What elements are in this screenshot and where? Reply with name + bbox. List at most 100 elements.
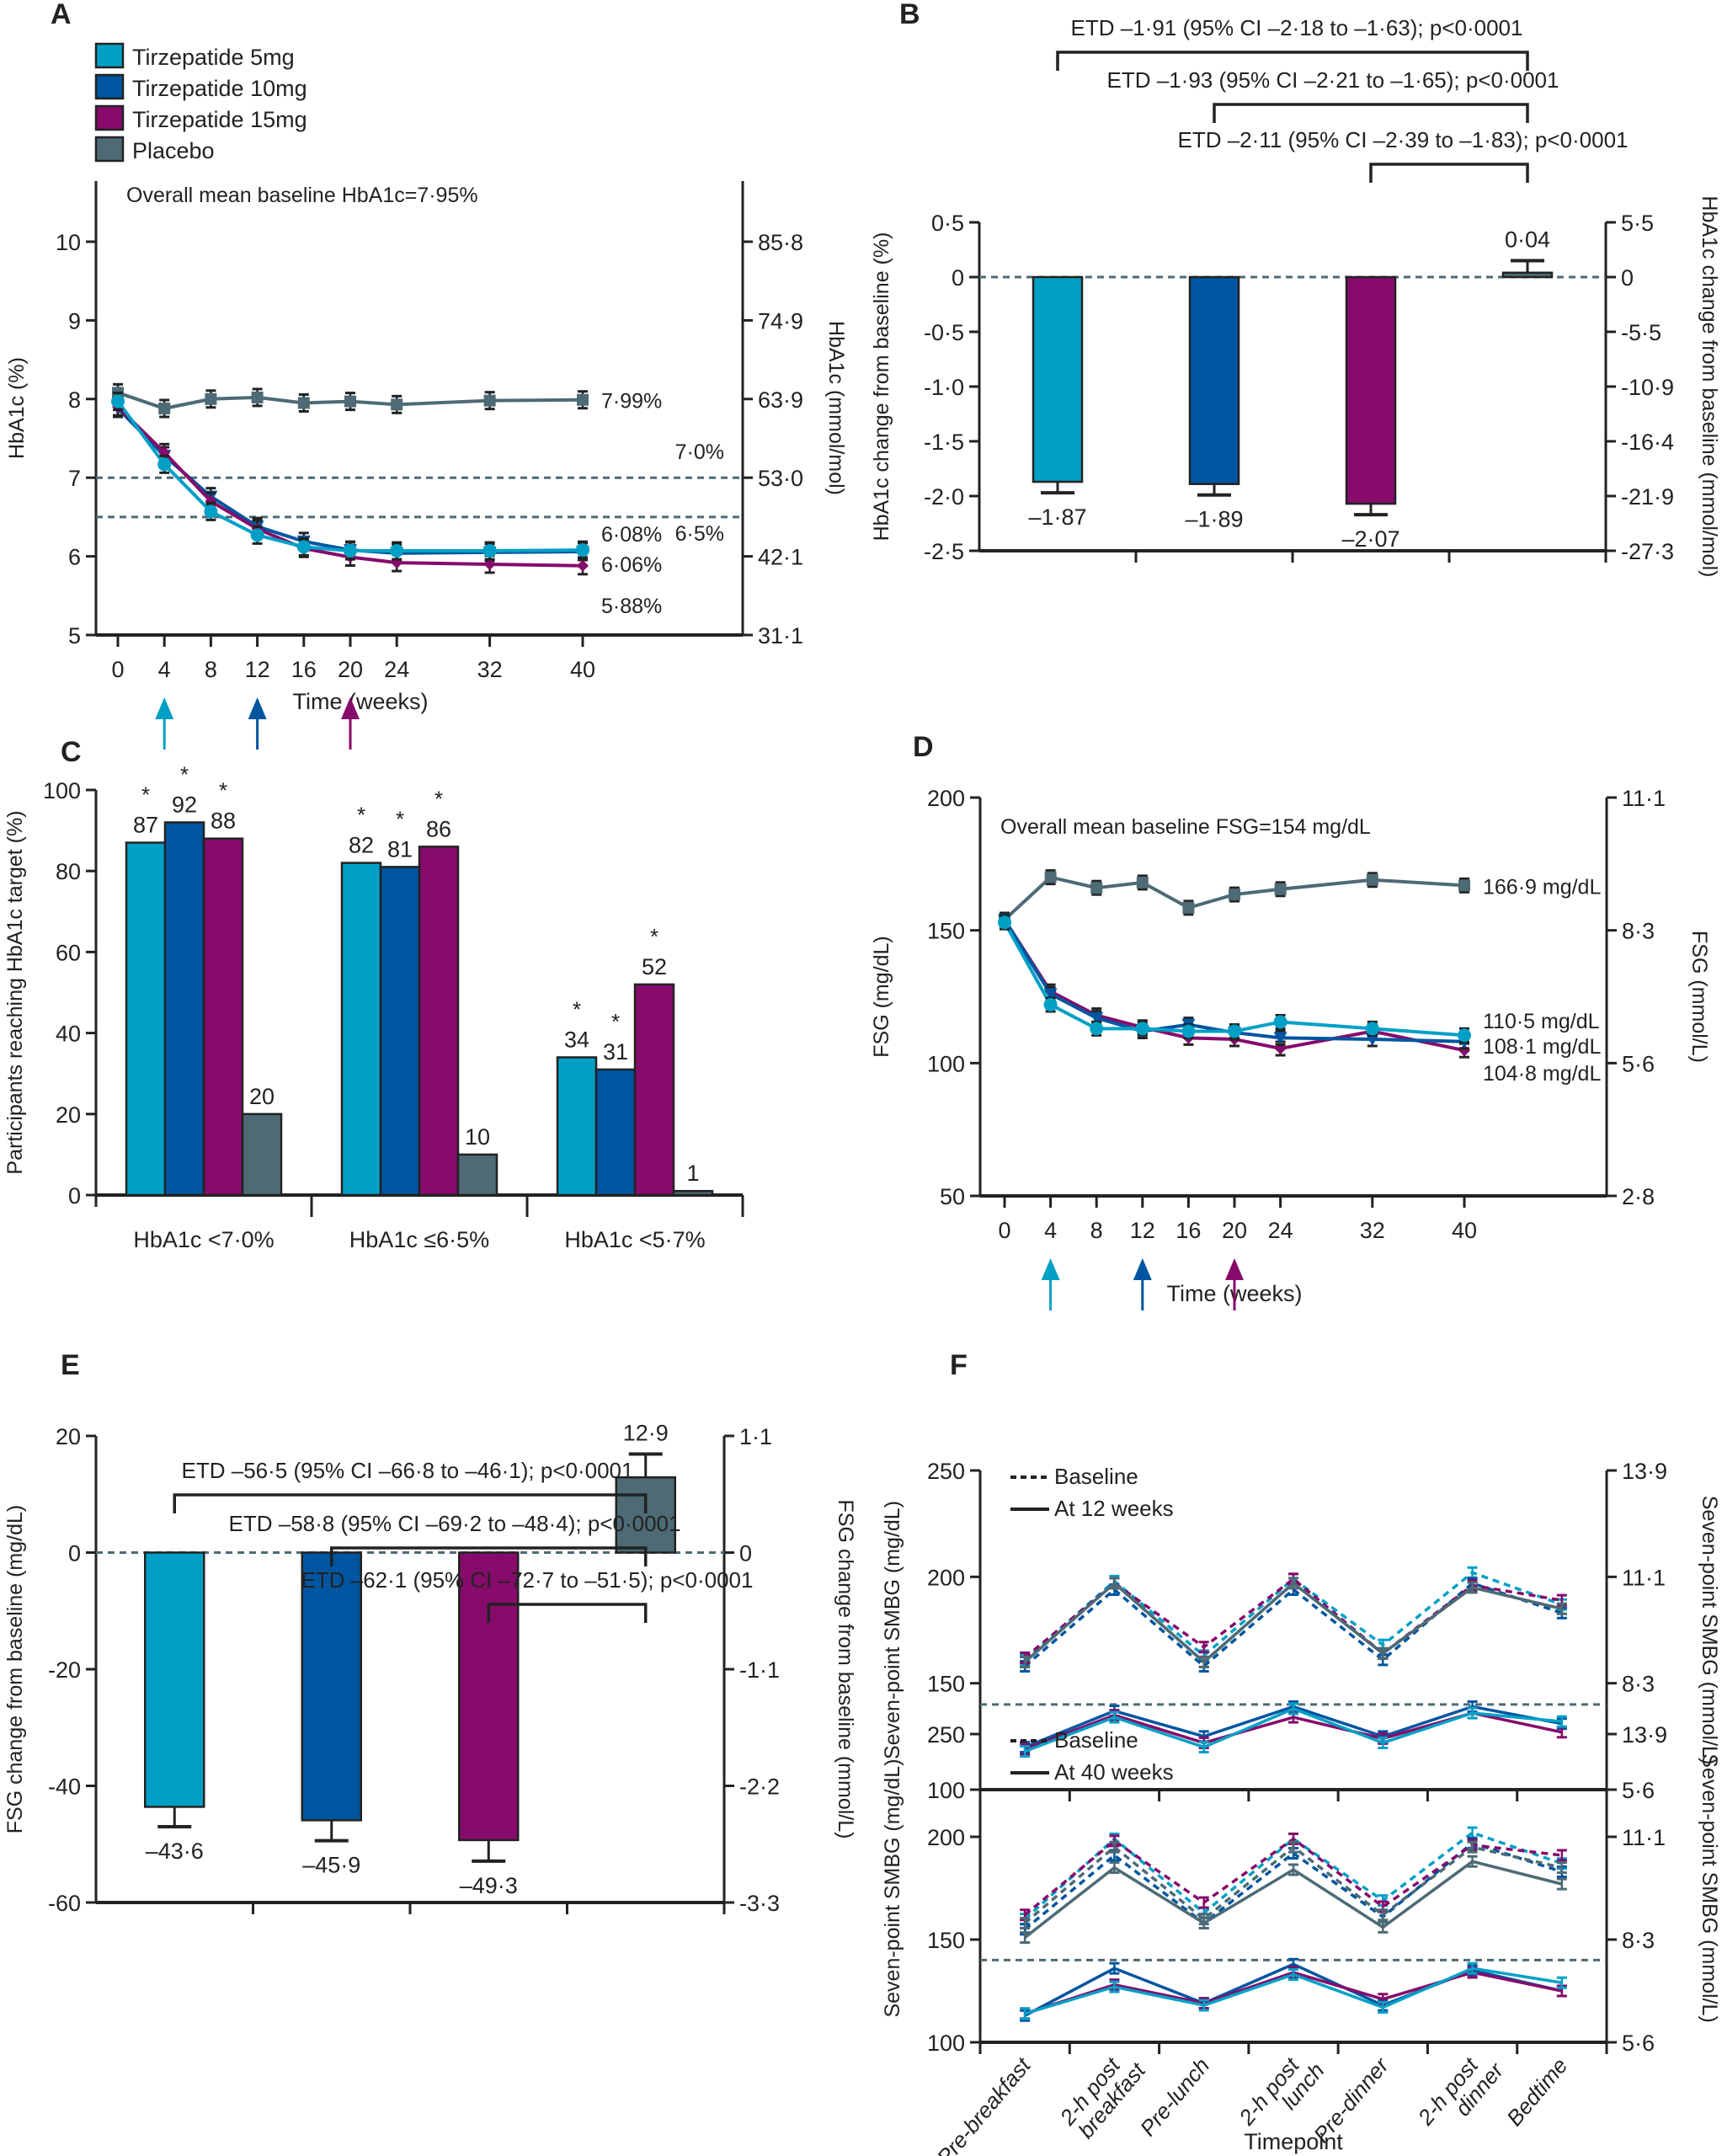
bar-tzp15: –49·3 bbox=[458, 1551, 520, 1898]
comparison-label: ETD –56·5 (95% CI –66·8 to –46·1); p<0·0… bbox=[182, 1458, 634, 1483]
y-tick-label-right: 13·9 bbox=[1622, 1459, 1667, 1484]
comparison-label: ETD –2·11 (95% CI –2·39 to –1·83); p<0·0… bbox=[1178, 127, 1629, 152]
panel-c: C 0 20 40 60 80 100 Participants reaching HbA1c… bbox=[3, 736, 744, 1252]
bar bbox=[1032, 275, 1084, 483]
legend-swatch bbox=[94, 136, 125, 163]
bar-tzp5 bbox=[125, 841, 167, 1197]
bar-tzp10 bbox=[594, 1068, 637, 1197]
y-tick-label-right: 8·3 bbox=[1622, 1672, 1655, 1697]
x-axis-title: Time (weeks) bbox=[292, 689, 428, 714]
value-label: 81 bbox=[387, 836, 413, 862]
x-tick-label: 0 bbox=[111, 657, 124, 682]
series-placebo bbox=[999, 869, 1470, 928]
threshold-label: 6·5% bbox=[675, 522, 724, 546]
value-label: 92 bbox=[172, 792, 197, 817]
dose-escalation-arrow-tzp15 bbox=[1225, 1258, 1244, 1310]
bracket-line bbox=[1056, 51, 1529, 71]
y-tick-label: 0·5 bbox=[931, 211, 964, 236]
value-label: 10 bbox=[465, 1124, 490, 1150]
bar-placebo: 0·04 bbox=[1501, 227, 1554, 279]
y-tick-label: 20 bbox=[56, 1102, 81, 1128]
bracket-line bbox=[330, 1546, 648, 1566]
x-category-label: HbA1c <7·0% bbox=[133, 1227, 274, 1252]
value-label: –43·6 bbox=[146, 1838, 204, 1864]
x-tick-label: 40 bbox=[1452, 1218, 1477, 1243]
y-tick-label-right: 0 bbox=[739, 1541, 752, 1566]
y-tick-label: -60 bbox=[48, 1891, 81, 1916]
value-label: 12·9 bbox=[623, 1420, 669, 1445]
marker-square bbox=[1458, 879, 1470, 892]
bar-tzp5: –43·6 bbox=[144, 1551, 205, 1864]
bracket-line bbox=[1213, 103, 1529, 123]
x-tick-label: 20 bbox=[1222, 1218, 1247, 1243]
baseline-annotation: Overall mean baseline HbA1c=7·95% bbox=[126, 184, 478, 207]
bar-tzp15 bbox=[633, 983, 675, 1197]
x-tick-label: 24 bbox=[1268, 1218, 1293, 1243]
bar bbox=[301, 1551, 362, 1822]
value-label: 0·04 bbox=[1505, 227, 1550, 253]
y-tick-label: -1·5 bbox=[924, 430, 964, 455]
y-tick-label: 150 bbox=[927, 1928, 965, 1953]
x-tick-label: 8 bbox=[205, 657, 217, 682]
followup-series-tzp5 bbox=[1020, 1961, 1567, 2020]
end-label-tzp5: 6·08% bbox=[601, 523, 662, 547]
y-tick-label-right: 74·9 bbox=[758, 308, 803, 334]
y-tick-label: 150 bbox=[927, 919, 965, 944]
y-tick-label-right: 8·3 bbox=[1622, 1928, 1655, 1953]
x-tick-label: 16 bbox=[1176, 1218, 1201, 1243]
significance-asterisk: * bbox=[357, 803, 365, 828]
significance-asterisk: * bbox=[219, 778, 227, 803]
series-tzp5 bbox=[111, 392, 589, 561]
marker-circle bbox=[1228, 1024, 1241, 1038]
legend: Tirzepatide 5mg Tirzepatide 10mg Tirzepati… bbox=[94, 42, 307, 163]
y-tick-label-right: 11·1 bbox=[1622, 786, 1666, 811]
x-tick-label: 12 bbox=[245, 657, 270, 682]
panel-label-f: F bbox=[950, 1349, 968, 1381]
threshold-label: 7·0% bbox=[675, 440, 724, 464]
y-axis-title-right: Seven-point SMBG (mmol/L) bbox=[1698, 1753, 1721, 2023]
y-tick-label-right: -5·5 bbox=[1621, 320, 1661, 345]
arrow-head bbox=[1133, 1258, 1152, 1280]
y-tick-label: 0 bbox=[952, 265, 964, 291]
smbg-subplot-1: 100 5·6 150 8·3 200 11·1 250 13·9 Seven-point SM… bbox=[881, 1459, 1721, 1803]
legend-label: Baseline bbox=[1054, 1727, 1138, 1753]
marker-square bbox=[158, 403, 171, 415]
value-label: 20 bbox=[249, 1084, 275, 1109]
bar-placebo: 12·9 bbox=[615, 1420, 676, 1554]
value-label: 52 bbox=[642, 954, 667, 979]
legend-label: Tirzepatide 10mg bbox=[132, 76, 307, 101]
x-tick-label: 20 bbox=[338, 657, 363, 682]
x-tick-label: 8 bbox=[1090, 1218, 1103, 1243]
marker-circle bbox=[576, 543, 589, 558]
bar-tzp5 bbox=[340, 862, 382, 1197]
significance-asterisk: * bbox=[180, 761, 189, 787]
value-label: 31 bbox=[603, 1039, 628, 1065]
y-tick-label: 0 bbox=[68, 1183, 81, 1209]
y-tick-label: 250 bbox=[927, 1722, 965, 1748]
arrow-head bbox=[341, 697, 360, 719]
dose-escalation-arrow-tzp10 bbox=[1133, 1258, 1152, 1310]
end-label-tzp10: 108·1 mg/dL bbox=[1483, 1035, 1601, 1059]
end-label-tzp5: 110·5 mg/dL bbox=[1483, 1010, 1600, 1033]
y-tick-label: 6 bbox=[68, 545, 81, 570]
panel-f: F 100 5·6 150 8·3 200 11·1 250 13·9 Seven-point S… bbox=[881, 1349, 1721, 2156]
marker-square bbox=[483, 394, 496, 407]
comparison-bracket: ETD –1·91 (95% CI –2·18 to –1·63); p<0·0… bbox=[1056, 15, 1529, 71]
y-tick-label-right: 13·9 bbox=[1622, 1722, 1667, 1748]
y-tick-label: 250 bbox=[927, 1459, 965, 1484]
value-label: 34 bbox=[564, 1027, 589, 1052]
marker-circle bbox=[296, 540, 311, 554]
x-tick-label: 40 bbox=[570, 657, 595, 682]
y-tick-label: 40 bbox=[56, 1022, 81, 1047]
y-axis-title: FSG (mg/dL) bbox=[870, 936, 893, 1057]
arrow-head bbox=[155, 697, 174, 719]
series-tzp5 bbox=[998, 914, 1471, 1043]
x-tick-label: 12 bbox=[1130, 1218, 1155, 1243]
value-label: 82 bbox=[349, 833, 374, 858]
marker-triangle bbox=[1090, 1011, 1104, 1025]
bar-tzp5 bbox=[556, 1056, 598, 1197]
series-placebo bbox=[112, 382, 589, 419]
significance-asterisk: * bbox=[650, 924, 658, 949]
marker-square bbox=[344, 395, 356, 408]
dose-escalation-arrow-tzp5 bbox=[1041, 1258, 1060, 1310]
